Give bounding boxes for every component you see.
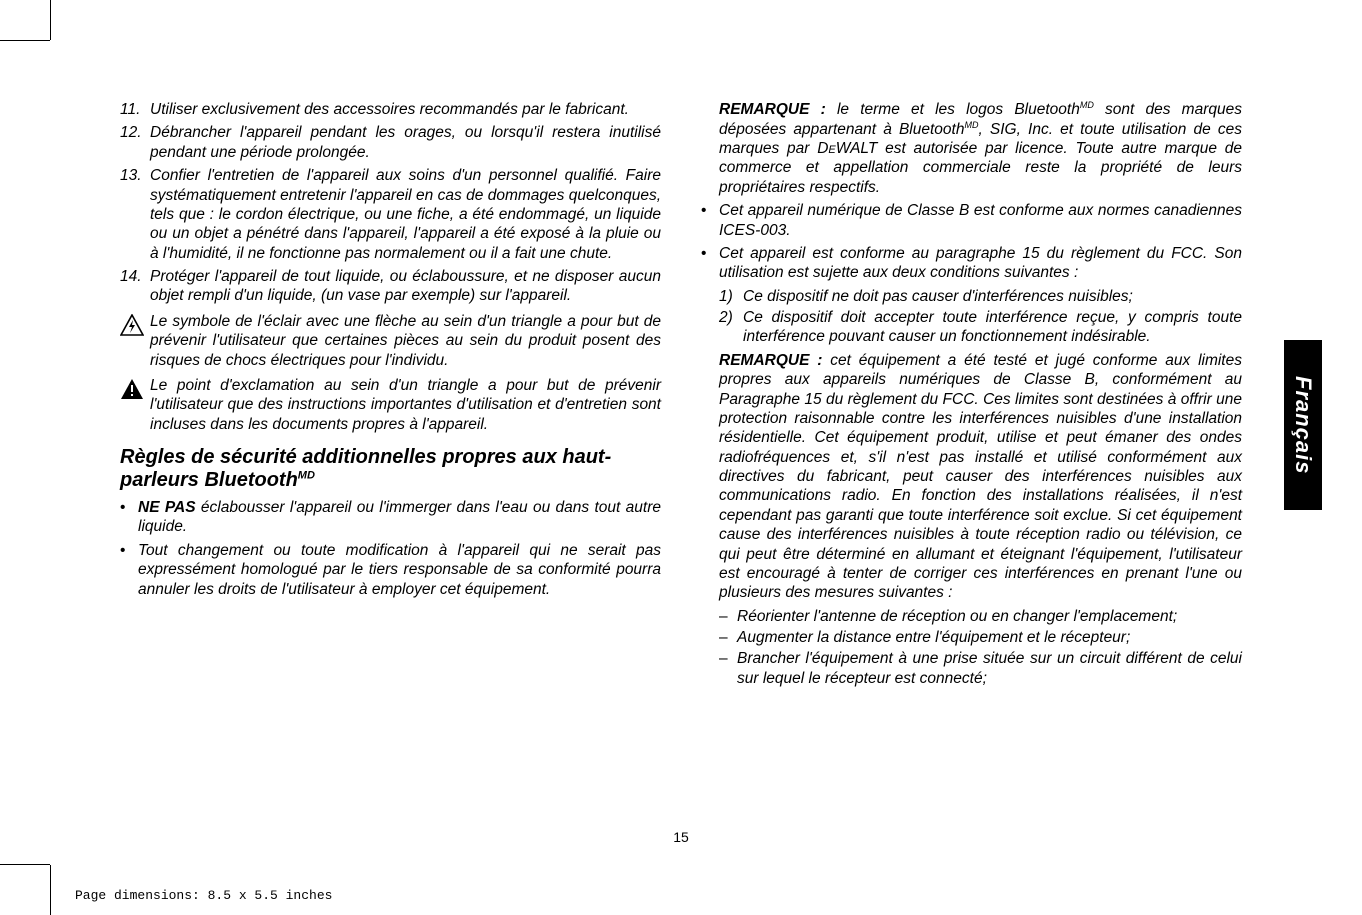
list-item: 14. Protéger l'appareil de tout liquide,… (120, 267, 661, 306)
dash-text: Réorienter l'antenne de réception ou en … (737, 607, 1242, 626)
page-dimensions-label: Page dimensions: 8.5 x 5.5 inches (75, 888, 332, 903)
right-column: REMARQUE : le terme et les logos Bluetoo… (701, 100, 1242, 815)
text: cet équipement a été testé et jugé confo… (719, 352, 1242, 602)
sup: MD (964, 120, 978, 130)
crop-mark (0, 40, 50, 41)
sub-list-item: 1) Ce dispositif ne doit pas causer d'in… (719, 287, 1242, 306)
bullet-item: • Cet appareil numérique de Classe B est… (701, 201, 1242, 240)
bullet-text: Cet appareil numérique de Classe B est c… (719, 201, 1242, 240)
item-number: 11. (120, 100, 150, 119)
item-text: Utiliser exclusivement des accessoires r… (150, 100, 661, 119)
page-number: 15 (673, 829, 689, 845)
item-number: 12. (120, 123, 150, 162)
list-item: 12. Débrancher l'appareil pendant les or… (120, 123, 661, 162)
dash-item: – Augmenter la distance entre l'équipeme… (719, 628, 1242, 647)
item-number: 14. (120, 267, 150, 306)
bold-text: NE PAS (138, 499, 196, 516)
sub-list-item: 2) Ce dispositif doit accepter toute int… (719, 308, 1242, 347)
bullet-dot: • (701, 201, 719, 240)
sup: MD (1080, 100, 1094, 110)
text: éclabousser l'appareil ou l'immerger dan… (138, 499, 661, 535)
dash-item: – Réorienter l'antenne de réception ou e… (719, 607, 1242, 626)
item-number: 13. (120, 166, 150, 263)
language-tab-label: Français (1290, 376, 1316, 475)
heading-text: Règles de sécurité additionnelles propre… (120, 446, 611, 491)
crop-mark (0, 864, 50, 865)
remark-label: REMARQUE : (719, 101, 826, 118)
sub-number: 2) (719, 308, 743, 347)
text: le terme et les logos Bluetooth (826, 101, 1080, 118)
dash: – (719, 607, 737, 626)
warning-text: Le symbole de l'éclair avec une flèche a… (150, 312, 661, 370)
remark-paragraph: REMARQUE : le terme et les logos Bluetoo… (719, 100, 1242, 197)
page-content: 11. Utiliser exclusivement des accessoir… (120, 100, 1242, 815)
section-heading: Règles de sécurité additionnelles propre… (120, 446, 661, 492)
heading-sup: MD (298, 469, 315, 481)
item-text: Confier l'entretien de l'appareil aux so… (150, 166, 661, 263)
lightning-triangle-icon (120, 312, 150, 341)
bullet-text: NE PAS éclabousser l'appareil ou l'immer… (138, 498, 661, 537)
bullet-dot: • (120, 498, 138, 537)
bullet-dot: • (701, 244, 719, 283)
dash-text: Brancher l'équipement à une prise située… (737, 649, 1242, 688)
bullet-text: Cet appareil est conforme au paragraphe … (719, 244, 1242, 283)
list-item: 13. Confier l'entretien de l'appareil au… (120, 166, 661, 263)
bullet-text: Tout changement ou toute modification à … (138, 541, 661, 599)
dash: – (719, 649, 737, 688)
language-tab: Français (1284, 340, 1322, 510)
dash-item: – Brancher l'équipement à une prise situ… (719, 649, 1242, 688)
list-item: 11. Utiliser exclusivement des accessoir… (120, 100, 661, 119)
bullet-item: • Tout changement ou toute modification … (120, 541, 661, 599)
sub-number: 1) (719, 287, 743, 306)
item-text: Protéger l'appareil de tout liquide, ou … (150, 267, 661, 306)
warning-text: Le point d'exclamation au sein d'un tria… (150, 376, 661, 434)
left-column: 11. Utiliser exclusivement des accessoir… (120, 100, 661, 815)
sub-text: Ce dispositif ne doit pas causer d'inter… (743, 287, 1242, 306)
brand: DeWALT (817, 140, 877, 157)
exclamation-triangle-icon (120, 376, 150, 405)
dash-text: Augmenter la distance entre l'équipement… (737, 628, 1242, 647)
bullet-item: • Cet appareil est conforme au paragraph… (701, 244, 1242, 283)
warning-exclamation: Le point d'exclamation au sein d'un tria… (120, 376, 661, 434)
remark-paragraph: REMARQUE : cet équipement a été testé et… (719, 351, 1242, 603)
crop-mark (50, 865, 51, 915)
crop-mark (50, 0, 51, 40)
bullet-item: • NE PAS éclabousser l'appareil ou l'imm… (120, 498, 661, 537)
remark-label: REMARQUE : (719, 352, 822, 369)
sub-text: Ce dispositif doit accepter toute interf… (743, 308, 1242, 347)
dash: – (719, 628, 737, 647)
bullet-dot: • (120, 541, 138, 599)
warning-lightning: Le symbole de l'éclair avec une flèche a… (120, 312, 661, 370)
item-text: Débrancher l'appareil pendant les orages… (150, 123, 661, 162)
